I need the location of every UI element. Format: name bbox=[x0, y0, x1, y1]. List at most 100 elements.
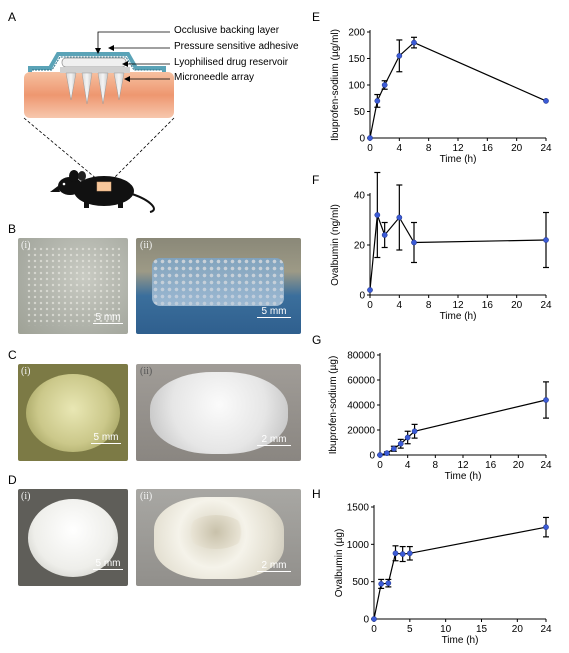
scale-bar-b-i: 5 mm bbox=[90, 312, 126, 325]
x-tick-label: 12 bbox=[457, 460, 469, 471]
patch-on-mouse bbox=[96, 181, 112, 192]
sublabel-c-i: (i) bbox=[21, 366, 31, 377]
microneedle bbox=[81, 72, 93, 105]
scale-bar-c-ii: 2 mm bbox=[254, 434, 294, 447]
y-tick-label: 1500 bbox=[347, 503, 370, 514]
sublabel-d-ii: (ii) bbox=[140, 491, 153, 502]
leader-line bbox=[97, 31, 170, 52]
x-tick-label: 24 bbox=[540, 300, 552, 311]
needle-baseplate bbox=[60, 67, 130, 73]
x-tick-label: 0 bbox=[367, 143, 373, 154]
panel-label-c: C bbox=[8, 348, 17, 362]
x-axis-label: Time (h) bbox=[445, 471, 482, 482]
data-point bbox=[377, 452, 383, 458]
x-tick-label: 20 bbox=[513, 460, 525, 471]
data-point bbox=[374, 98, 381, 104]
y-tick-label: 60000 bbox=[347, 376, 375, 387]
data-point bbox=[397, 440, 404, 447]
scale-bar-b-ii: 5 mm bbox=[254, 306, 294, 319]
drug-reservoir bbox=[61, 57, 127, 68]
data-point bbox=[543, 98, 549, 104]
y-tick-label: 500 bbox=[352, 577, 369, 588]
x-tick-label: 5 bbox=[407, 624, 413, 635]
label-backing-layer: Occlusive backing layer bbox=[174, 25, 280, 36]
panel-label-b: B bbox=[8, 222, 17, 236]
y-axis-label: Ibuprofen-sodium (µg) bbox=[328, 356, 339, 455]
data-point bbox=[385, 580, 392, 587]
data-point bbox=[381, 232, 388, 238]
data-point bbox=[378, 581, 385, 587]
x-tick-label: 4 bbox=[397, 143, 403, 154]
photo-c-i bbox=[18, 364, 128, 461]
backing-layer bbox=[28, 52, 166, 72]
chart-f: 0 20 40 0 4 8 12 16 20 24 Time (h) Ovalbumin (ng/ml… bbox=[330, 171, 552, 322]
x-tick-label: 0 bbox=[371, 624, 377, 635]
y-tick-label: 50 bbox=[354, 107, 366, 118]
adhesive-layer bbox=[32, 56, 162, 71]
y-tick-label: 1000 bbox=[347, 540, 370, 551]
y-tick-label: 40 bbox=[354, 191, 366, 202]
data-point bbox=[381, 82, 388, 88]
chart-h: 0 500 1000 1500 0 5 10 15 20 24 Time (h) Ovalbumin … bbox=[334, 503, 552, 647]
x-tick-label: 0 bbox=[367, 300, 373, 311]
x-tick-label: 4 bbox=[405, 460, 411, 471]
data-point bbox=[392, 550, 399, 557]
data-point bbox=[543, 237, 549, 243]
series-line bbox=[373, 526, 547, 620]
y-tick-label: 40000 bbox=[347, 401, 375, 412]
data-point bbox=[411, 428, 418, 435]
x-tick-label: 24 bbox=[540, 143, 552, 154]
x-axis-label: Time (h) bbox=[440, 311, 477, 322]
data-point bbox=[390, 445, 397, 452]
y-tick-label: 80000 bbox=[347, 351, 375, 362]
x-tick-label: 12 bbox=[452, 300, 464, 311]
data-point bbox=[411, 239, 417, 246]
x-tick-label: 8 bbox=[433, 460, 439, 471]
data-point bbox=[367, 135, 373, 141]
data-point bbox=[411, 39, 417, 46]
photo-c-ii bbox=[136, 364, 301, 461]
data-point bbox=[543, 397, 549, 403]
x-tick-label: 24 bbox=[540, 624, 552, 635]
panel-label-g: G bbox=[312, 333, 322, 347]
x-tick-label: 24 bbox=[540, 460, 552, 471]
data-point bbox=[371, 616, 377, 622]
data-point bbox=[399, 551, 406, 557]
y-tick-label: 0 bbox=[363, 615, 369, 626]
y-tick-label: 150 bbox=[348, 54, 365, 65]
data-point bbox=[543, 524, 549, 531]
data-point bbox=[404, 434, 411, 441]
y-tick-label: 0 bbox=[359, 291, 365, 302]
x-axis-label: Time (h) bbox=[440, 154, 477, 165]
x-tick-label: 8 bbox=[426, 300, 432, 311]
x-tick-label: 16 bbox=[482, 300, 494, 311]
x-tick-label: 0 bbox=[377, 460, 383, 471]
panel-label-h: H bbox=[312, 487, 321, 501]
y-axis-label: Ibuprofen-sodium (µg/ml) bbox=[330, 29, 341, 141]
data-point bbox=[374, 212, 381, 218]
mouse-silhouette bbox=[50, 170, 155, 213]
x-tick-label: 20 bbox=[511, 300, 523, 311]
x-tick-label: 16 bbox=[485, 460, 497, 471]
y-axis-label: Ovalbumin (µg) bbox=[334, 529, 345, 598]
y-tick-label: 20000 bbox=[347, 426, 375, 437]
sublabel-b-i: (i) bbox=[21, 240, 31, 251]
data-point bbox=[406, 550, 413, 557]
y-tick-label: 20 bbox=[354, 241, 366, 252]
panel-label-f: F bbox=[312, 173, 320, 187]
sublabel-b-ii: (ii) bbox=[140, 240, 153, 251]
chart-e: 0 50 100 150 200 0 4 8 12 16 20 24 Time (h) Ibuprofen… bbox=[330, 28, 552, 166]
scale-bar-d-i: 5 mm bbox=[90, 558, 126, 571]
data-point bbox=[396, 52, 403, 59]
microneedle-patch-schematic bbox=[23, 31, 175, 213]
x-tick-label: 15 bbox=[476, 624, 488, 635]
panel-label-d: D bbox=[8, 473, 17, 487]
x-tick-label: 16 bbox=[482, 143, 494, 154]
x-axis-label: Time (h) bbox=[442, 635, 479, 646]
x-tick-label: 4 bbox=[397, 300, 403, 311]
scale-bar-d-ii: 2 mm bbox=[254, 560, 294, 573]
y-axis-label: Ovalbumin (ng/ml) bbox=[330, 204, 341, 286]
scale-bar-c-i: 5 mm bbox=[88, 432, 124, 445]
label-adhesive: Pressure sensitive adhesive bbox=[174, 41, 299, 52]
data-point bbox=[367, 287, 373, 293]
